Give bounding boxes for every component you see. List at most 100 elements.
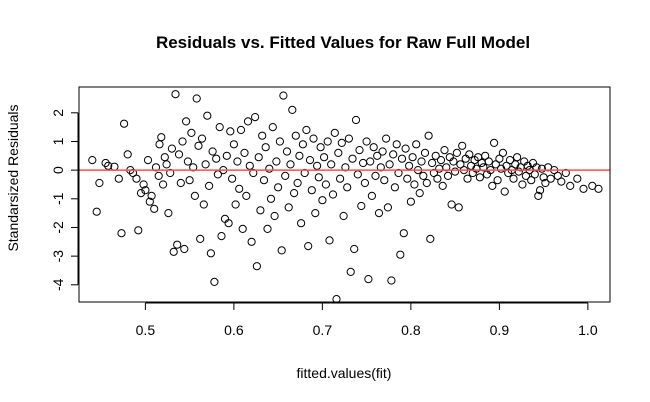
data-point bbox=[389, 150, 398, 159]
data-point bbox=[521, 171, 531, 180]
data-point bbox=[293, 178, 302, 188]
data-point bbox=[417, 157, 426, 166]
data-point bbox=[325, 236, 334, 245]
data-point bbox=[355, 146, 364, 155]
data-point bbox=[373, 151, 382, 160]
data-point bbox=[498, 148, 507, 157]
data-point bbox=[546, 174, 555, 183]
data-point bbox=[120, 119, 129, 128]
x-axis-label: fitted.values(fit) bbox=[297, 365, 392, 381]
data-point bbox=[390, 183, 399, 192]
data-point bbox=[387, 276, 396, 285]
data-point bbox=[134, 226, 143, 235]
y-axis: -4 -3 -2 -1 0 1 2 bbox=[50, 109, 79, 291]
x-tick-label: 0.5 bbox=[136, 322, 156, 338]
data-point bbox=[328, 190, 338, 199]
data-point bbox=[274, 183, 283, 192]
data-point bbox=[314, 173, 323, 182]
data-point bbox=[392, 140, 401, 149]
data-point bbox=[272, 157, 281, 166]
data-point bbox=[350, 244, 359, 254]
data-point bbox=[438, 181, 447, 190]
data-point bbox=[426, 234, 435, 243]
data-point bbox=[357, 201, 366, 211]
data-point bbox=[231, 200, 240, 209]
data-point bbox=[371, 171, 380, 180]
data-point bbox=[169, 247, 178, 256]
data-point bbox=[174, 150, 184, 159]
data-point bbox=[297, 219, 306, 228]
data-point bbox=[454, 203, 463, 212]
data-point bbox=[513, 153, 522, 162]
data-point bbox=[229, 140, 238, 149]
data-point bbox=[369, 143, 378, 152]
data-point bbox=[397, 154, 407, 163]
data-point bbox=[479, 163, 488, 172]
data-point bbox=[327, 160, 336, 169]
y-tick-label: 0 bbox=[50, 166, 66, 174]
data-point bbox=[164, 209, 173, 218]
data-point bbox=[104, 161, 113, 170]
data-point bbox=[252, 262, 261, 271]
data-point bbox=[323, 137, 332, 146]
data-point bbox=[183, 157, 192, 166]
data-point bbox=[210, 277, 219, 286]
data-point bbox=[458, 141, 467, 150]
data-point bbox=[182, 117, 191, 126]
data-point bbox=[536, 186, 545, 195]
data-point bbox=[463, 174, 472, 183]
data-point bbox=[380, 176, 389, 185]
y-tick-label: -3 bbox=[50, 250, 66, 263]
y-tick-label: -4 bbox=[50, 278, 66, 291]
data-point bbox=[266, 194, 276, 203]
plot-frame bbox=[78, 86, 611, 303]
data-point bbox=[433, 174, 442, 183]
data-point bbox=[226, 127, 235, 136]
data-point bbox=[162, 160, 171, 169]
data-point bbox=[145, 197, 154, 206]
data-point bbox=[353, 170, 362, 179]
data-point bbox=[557, 177, 566, 186]
data-point bbox=[412, 140, 421, 149]
data-point bbox=[330, 128, 339, 137]
data-point bbox=[189, 163, 198, 172]
data-point bbox=[288, 105, 297, 115]
data-point bbox=[378, 147, 387, 156]
data-point bbox=[313, 161, 322, 170]
data-point bbox=[233, 157, 242, 166]
data-point bbox=[305, 156, 315, 165]
data-point bbox=[318, 196, 327, 205]
data-point bbox=[117, 229, 126, 238]
data-point bbox=[341, 163, 350, 172]
data-point bbox=[337, 138, 346, 147]
data-point bbox=[212, 154, 221, 163]
data-point bbox=[382, 134, 391, 143]
data-point bbox=[309, 134, 318, 143]
data-point bbox=[268, 123, 277, 132]
x-tick-label: 0.7 bbox=[313, 322, 333, 338]
data-point bbox=[422, 178, 431, 188]
y-tick-label: -2 bbox=[50, 221, 66, 234]
data-point bbox=[573, 174, 582, 183]
data-point bbox=[475, 173, 484, 182]
x-tick-label: 0.9 bbox=[490, 322, 510, 338]
data-point bbox=[286, 160, 295, 169]
data-point bbox=[282, 147, 292, 156]
data-point bbox=[491, 160, 500, 169]
data-point bbox=[143, 156, 153, 165]
data-point bbox=[92, 207, 101, 216]
data-point bbox=[300, 168, 309, 178]
data-point bbox=[205, 181, 214, 190]
data-point bbox=[302, 125, 311, 135]
data-point bbox=[534, 191, 543, 200]
data-point bbox=[406, 197, 415, 206]
data-point bbox=[114, 174, 123, 183]
data-point bbox=[419, 171, 428, 180]
data-point bbox=[263, 224, 272, 233]
data-point bbox=[566, 181, 575, 190]
data-point bbox=[394, 168, 403, 178]
x-axis: 0.5 0.6 0.7 0.8 0.9 1.0 bbox=[136, 302, 598, 338]
data-point bbox=[160, 153, 169, 162]
data-point bbox=[136, 189, 146, 198]
points-layer bbox=[88, 90, 603, 304]
